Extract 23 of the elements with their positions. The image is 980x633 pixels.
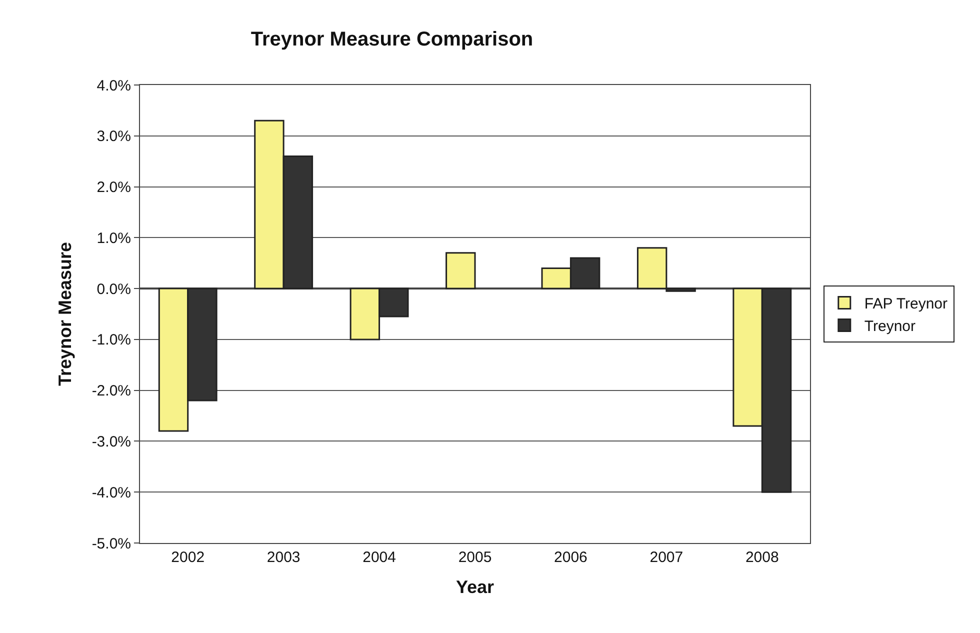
- legend-label: FAP Treynor: [864, 296, 948, 313]
- y-tick-label: -5.0%: [92, 535, 131, 552]
- legend-label: Treynor: [864, 318, 916, 336]
- y-axis-title: Treynor Measure: [55, 242, 76, 386]
- y-tick-label: -2.0%: [92, 382, 131, 400]
- x-axis-title: Year: [456, 577, 494, 598]
- y-tick-label: -1.0%: [92, 332, 131, 349]
- x-tick-label: 2007: [650, 549, 684, 566]
- x-tick-label: 2004: [362, 549, 396, 566]
- y-tick-label: 0.0%: [96, 280, 131, 298]
- chart-title: Treynor Measure Comparison: [250, 28, 534, 51]
- x-tick-label: 2005: [458, 549, 492, 566]
- x-tick-label: 2006: [554, 549, 588, 566]
- y-tick-label: 3.0%: [96, 128, 131, 146]
- y-tick-label: 1.0%: [96, 230, 131, 247]
- bar: [446, 252, 476, 290]
- x-tick-label: 2008: [745, 549, 779, 566]
- y-tick-label: -4.0%: [92, 484, 131, 502]
- x-tick-label: 2003: [266, 549, 300, 566]
- y-tick-label: 2.0%: [96, 179, 131, 196]
- y-tick-label: 4.0%: [96, 77, 131, 94]
- x-tick-label: 2002: [171, 549, 205, 566]
- y-tick-label: -3.0%: [92, 433, 131, 450]
